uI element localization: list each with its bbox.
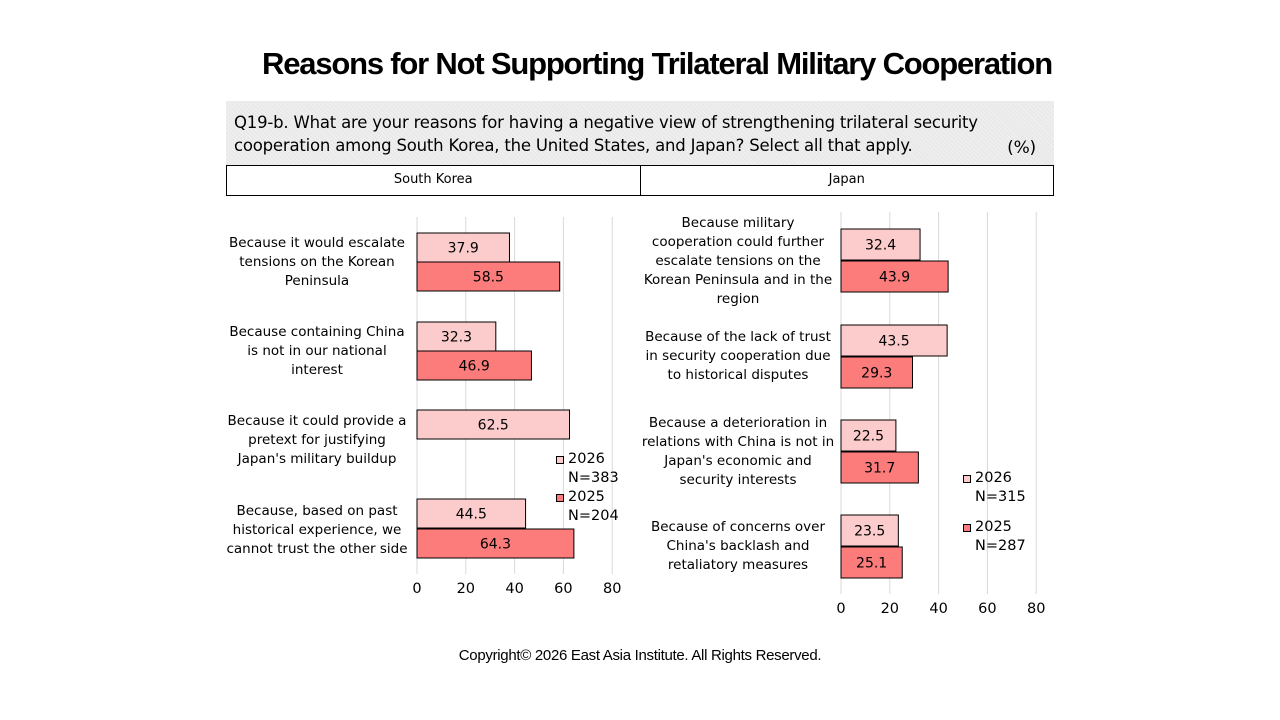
data-label: 37.9 (448, 241, 479, 257)
unit-label: (%) (1007, 138, 1036, 158)
x-tick-label: 0 (836, 601, 845, 617)
legend-item-2025: 2025 N=287 (963, 518, 1026, 556)
data-label: 32.4 (865, 238, 896, 254)
data-label: 44.5 (456, 507, 487, 523)
category-label: Because, based on past historical experi… (226, 503, 408, 557)
bar-2026 (416, 498, 527, 529)
legend-n-2026: N=315 (975, 489, 1026, 505)
panel-header: South Korea Japan (226, 165, 1054, 196)
x-tick-label: 60 (978, 601, 996, 617)
data-label: 32.3 (441, 330, 472, 346)
legend-item-2026: 2026 N=315 (963, 469, 1026, 507)
data-label: 62.5 (478, 418, 509, 434)
legend-swatch-2025 (556, 494, 564, 502)
legend-japan: 2026 N=315 2025 N=287 (963, 469, 1026, 556)
legend-n-2025: N=204 (568, 508, 619, 524)
data-label: 25.1 (856, 556, 887, 572)
x-tick-label: 20 (457, 581, 475, 597)
category-label: Because it would escalate tensions on th… (229, 235, 405, 289)
x-tick-label: 20 (881, 601, 899, 617)
bar-2026 (840, 324, 948, 357)
bar-2025 (416, 350, 532, 381)
bar-2026 (840, 419, 897, 452)
bar-2025 (840, 356, 913, 389)
x-tick-label: 80 (603, 581, 621, 597)
panel-header-japan: Japan (639, 166, 1054, 195)
data-label: 31.7 (864, 461, 895, 477)
data-label: 58.5 (473, 270, 504, 286)
bar-2026 (416, 321, 497, 352)
category-label: Because military cooperation could furth… (643, 215, 833, 307)
data-label: 29.3 (861, 366, 892, 382)
legend-swatch-2026 (556, 456, 564, 464)
legend-south-korea: 2026 N=383 2025 N=204 (556, 450, 619, 526)
bar-2026 (416, 409, 570, 440)
x-tick-label: 0 (412, 581, 421, 597)
bar-2026 (840, 228, 921, 261)
category-label: Because of the lack of trust in security… (645, 329, 831, 383)
legend-item-2025: 2025 N=204 (556, 488, 619, 526)
question-box: Q19-b. What are your reasons for having … (226, 101, 1054, 165)
legend-swatch-2026 (963, 475, 971, 483)
x-tick-label: 40 (505, 581, 523, 597)
legend-label-2025: 2025 (975, 519, 1012, 535)
category-label: Because of concerns over China's backlas… (650, 519, 826, 573)
data-label: 43.9 (879, 270, 910, 286)
data-label: 43.5 (878, 334, 909, 350)
chart-title: Reasons for Not Supporting Trilateral Mi… (262, 46, 1053, 81)
question-text: Q19-b. What are your reasons for having … (234, 113, 978, 155)
bar-2025 (416, 261, 561, 292)
panel-header-south-korea: South Korea (393, 172, 473, 187)
bar-2026 (840, 514, 899, 547)
x-tick-label: 60 (554, 581, 572, 597)
legend-label-2025: 2025 (568, 489, 605, 505)
category-label: Because a deterioration in relations wit… (641, 415, 835, 488)
data-label: 46.9 (459, 359, 490, 375)
bar-2025 (840, 260, 949, 293)
bar-2026 (416, 232, 510, 263)
data-label: 64.3 (480, 537, 511, 553)
bar-2025 (840, 546, 903, 579)
legend-n-2026: N=383 (568, 470, 619, 486)
x-tick-label: 80 (1027, 601, 1045, 617)
legend-n-2025: N=287 (975, 538, 1026, 554)
category-label: Because containing China is not in our n… (229, 324, 405, 378)
x-tick-label: 40 (929, 601, 947, 617)
copyright-footer: Copyright© 2026 East Asia Institute. All… (458, 647, 822, 664)
legend-swatch-2025 (963, 524, 971, 532)
category-label: Because it could provide a pretext for j… (227, 413, 407, 467)
legend-label-2026: 2026 (975, 470, 1012, 486)
bar-2025 (416, 528, 575, 559)
data-label: 22.5 (853, 429, 884, 445)
legend-label-2026: 2026 (568, 451, 605, 467)
data-label: 23.5 (854, 524, 885, 540)
bar-2025 (840, 451, 919, 484)
legend-item-2026: 2026 N=383 (556, 450, 619, 488)
